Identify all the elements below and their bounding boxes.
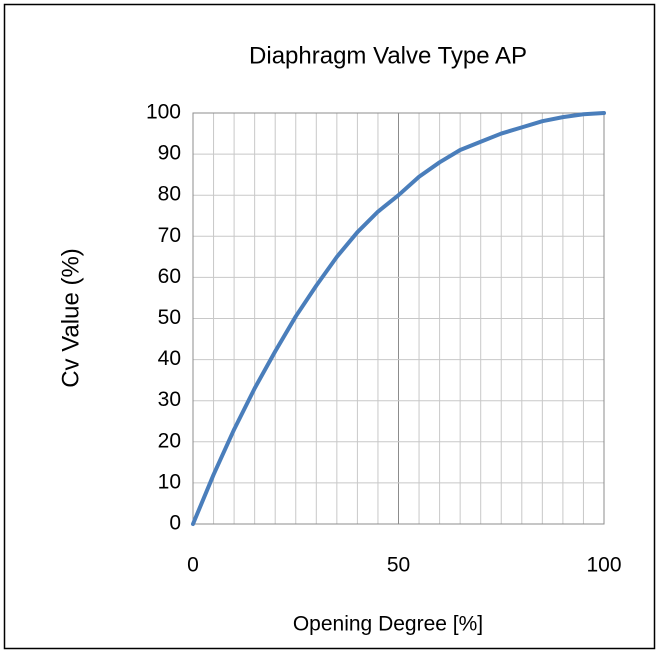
- y-tick-label: 80: [158, 183, 181, 206]
- y-tick-label: 10: [158, 470, 181, 493]
- y-tick-label: 100: [146, 101, 181, 124]
- y-axis-label: Cv Value (%): [57, 248, 84, 388]
- x-tick-label: 50: [387, 554, 410, 577]
- x-tick-label: 0: [187, 554, 199, 577]
- chart-frame: [3, 3, 656, 650]
- x-tick-label: 100: [586, 554, 621, 577]
- plot-border: [192, 112, 605, 525]
- x-axis-label: Opening Degree [%]: [293, 613, 483, 636]
- y-tick-label: 0: [169, 512, 181, 535]
- y-tick-label: 30: [158, 388, 181, 411]
- y-tick-label: 90: [158, 142, 181, 165]
- y-tick-label: 40: [158, 347, 181, 370]
- y-tick-label: 70: [158, 224, 181, 247]
- y-tick-label: 50: [158, 306, 181, 329]
- line-series: [191, 111, 606, 526]
- chart-title: Diaphragm Valve Type AP: [249, 42, 527, 69]
- y-tick-label: 20: [158, 429, 181, 452]
- y-tick-label: 60: [158, 265, 181, 288]
